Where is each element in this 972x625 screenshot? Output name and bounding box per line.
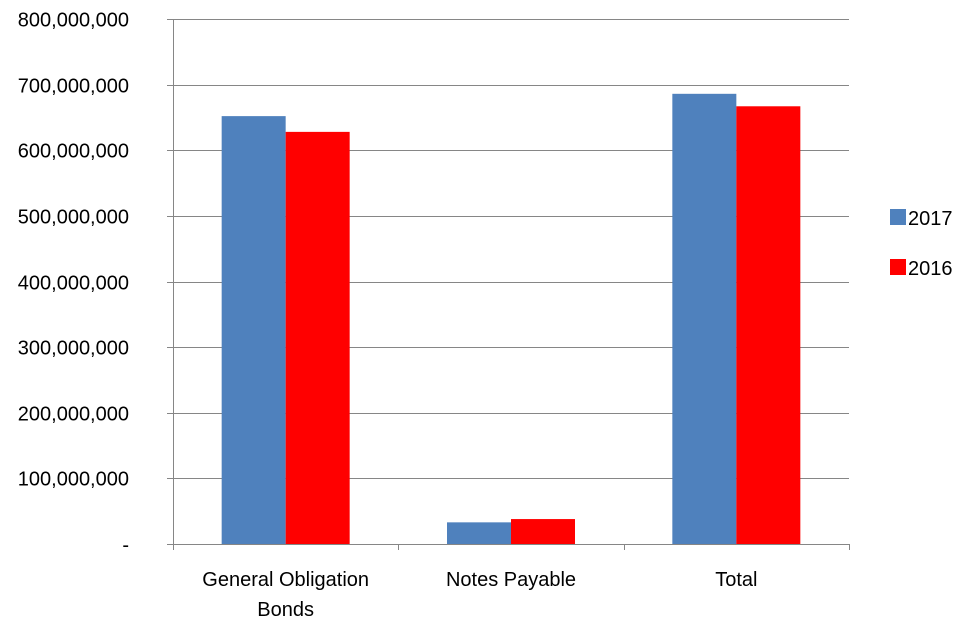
- bar-2017-0: [221, 116, 286, 544]
- legend: 2017 2016: [890, 208, 953, 280]
- y-tick-label: 800,000,000: [18, 10, 129, 32]
- y-tick-label: 500,000,000: [18, 207, 129, 229]
- bars: [221, 93, 801, 544]
- legend-swatch-2016: [890, 259, 906, 275]
- legend-label-2017: 2017: [908, 208, 953, 230]
- y-tick-label: 200,000,000: [18, 404, 129, 426]
- bar-2017-1: [447, 522, 511, 544]
- y-tick-label: 100,000,000: [18, 469, 129, 491]
- x-axis-category-labels: General Obligation Bonds Notes Payable Tota…: [202, 569, 757, 621]
- y-axis-tick-labels: - 100,000,000 200,000,000 300,000,000 400,00…: [18, 10, 129, 557]
- y-tick-label: 300,000,000: [18, 338, 129, 360]
- legend-swatch-2017: [890, 209, 906, 225]
- x-category-label-line: Bonds: [257, 599, 314, 620]
- x-category-label: General Obligation Bonds: [202, 569, 369, 620]
- y-tick-label: -: [122, 535, 129, 557]
- x-category-label-line: Total: [715, 569, 757, 591]
- y-tick-label: 700,000,000: [18, 76, 129, 98]
- axes: [167, 19, 850, 550]
- bar-2016-2: [736, 106, 801, 544]
- y-tick-label: 400,000,000: [18, 273, 129, 295]
- bar-2016-1: [511, 519, 575, 544]
- legend-label-2016: 2016: [908, 258, 953, 280]
- bar-2016-0: [285, 131, 350, 544]
- x-category-label-line: Notes Payable: [446, 569, 576, 591]
- x-category-label: Notes Payable: [446, 569, 576, 591]
- x-category-label-line: General Obligation: [202, 569, 369, 591]
- x-category-label: Total: [715, 569, 757, 591]
- bar-2017-2: [672, 93, 737, 544]
- y-tick-label: 600,000,000: [18, 141, 129, 163]
